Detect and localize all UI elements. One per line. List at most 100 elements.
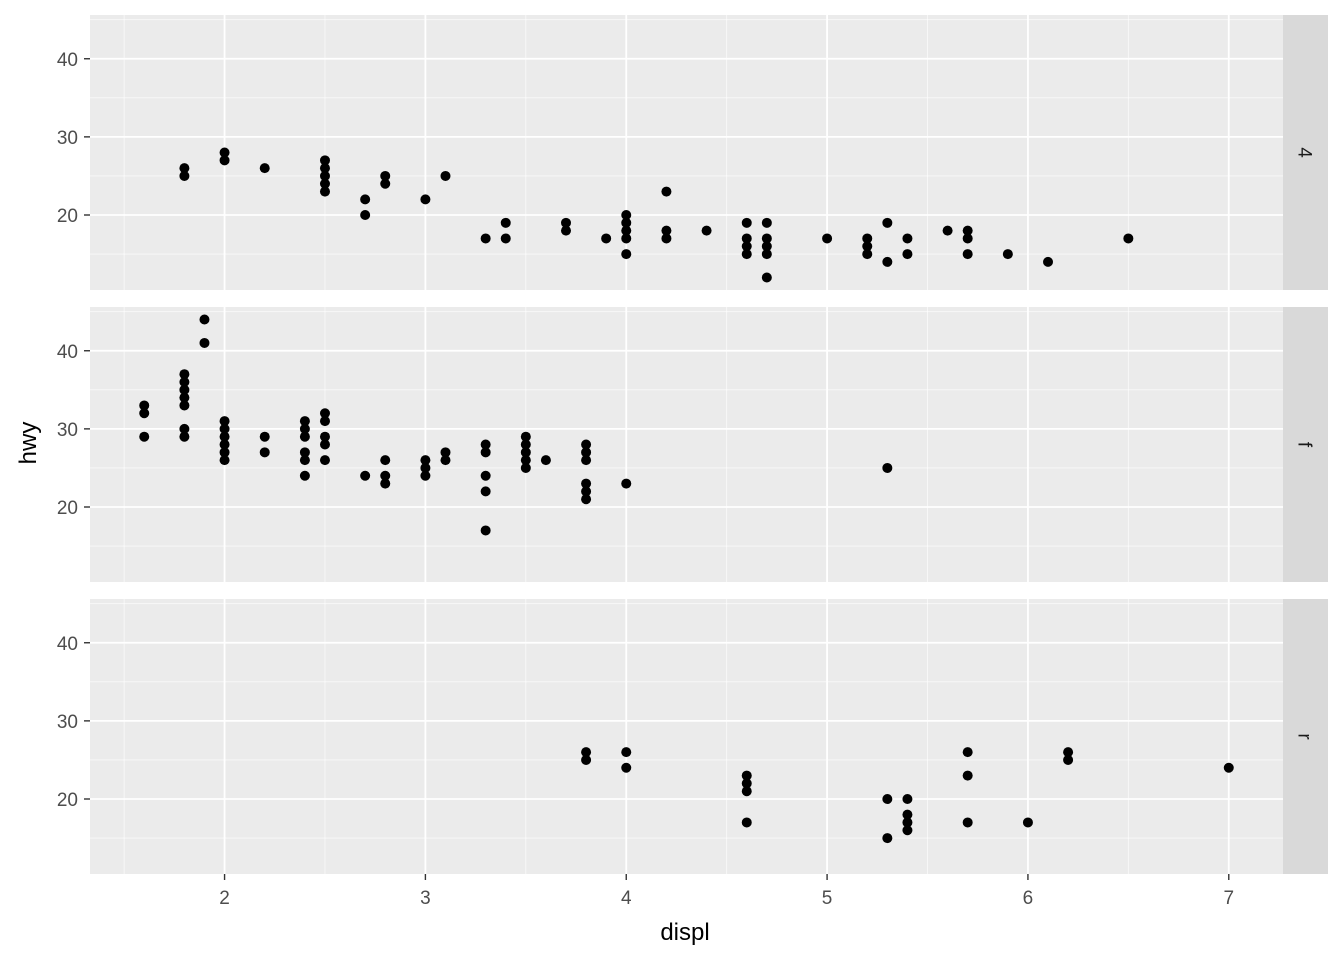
data-point <box>319 186 330 197</box>
panel-background <box>90 599 1283 874</box>
data-point <box>219 431 230 442</box>
x-axis: 2 3 4 5 6 7 <box>219 874 1234 909</box>
data-point <box>199 314 210 325</box>
data-point <box>581 494 592 505</box>
data-point <box>440 170 451 181</box>
data-point <box>902 233 913 244</box>
data-point <box>480 233 491 244</box>
data-point <box>761 217 772 228</box>
y-axis-title: hwy <box>15 422 42 465</box>
data-point <box>480 470 491 481</box>
data-point <box>882 794 893 804</box>
data-point <box>179 163 190 174</box>
data-point <box>179 384 190 395</box>
data-point <box>962 817 973 828</box>
data-point <box>1223 762 1234 773</box>
data-point <box>380 470 391 481</box>
data-point <box>581 447 592 458</box>
data-point <box>380 170 391 181</box>
data-point <box>761 249 772 260</box>
data-point <box>621 747 632 758</box>
data-point <box>520 447 531 458</box>
strip-background <box>1283 599 1328 874</box>
data-point <box>902 809 913 820</box>
data-point <box>440 455 451 466</box>
y-tick-label: 20 <box>57 790 78 811</box>
data-point <box>962 770 973 781</box>
facet-panel-f: 20 30 40 f <box>57 307 1328 582</box>
data-point <box>299 455 310 466</box>
data-point <box>299 416 310 427</box>
data-point <box>219 155 230 166</box>
data-point <box>520 439 531 450</box>
data-point <box>621 249 632 260</box>
data-point <box>942 225 953 236</box>
data-point <box>601 233 612 244</box>
data-point <box>761 272 772 283</box>
data-point <box>902 825 913 836</box>
data-point <box>380 455 391 466</box>
data-point <box>741 786 752 797</box>
data-point <box>761 241 772 252</box>
data-point <box>319 163 330 174</box>
data-point <box>480 486 491 497</box>
y-tick-label: 30 <box>57 420 78 441</box>
data-point <box>761 233 772 244</box>
x-tick-label: 5 <box>822 888 833 909</box>
data-point <box>540 455 551 466</box>
data-point <box>520 431 531 442</box>
data-point <box>500 233 511 244</box>
data-point <box>139 408 150 419</box>
data-point <box>500 217 511 228</box>
data-point <box>440 447 451 458</box>
panel-background <box>90 15 1283 290</box>
data-point <box>420 470 431 481</box>
data-point <box>219 147 230 158</box>
data-point <box>962 225 973 236</box>
data-point <box>560 225 571 236</box>
data-point <box>259 447 270 458</box>
data-point <box>822 233 833 244</box>
data-point <box>741 233 752 244</box>
data-point <box>360 194 371 205</box>
data-point <box>420 455 431 466</box>
y-tick-label: 20 <box>57 206 78 227</box>
strip-background <box>1283 307 1328 582</box>
data-point <box>882 256 893 267</box>
data-point <box>962 249 973 260</box>
data-point <box>741 817 752 828</box>
data-point <box>621 210 632 220</box>
data-point <box>862 249 873 260</box>
data-point <box>380 478 391 489</box>
data-point <box>219 447 230 458</box>
data-point <box>179 369 190 380</box>
data-point <box>661 186 672 197</box>
data-point <box>661 233 672 244</box>
y-tick-label: 20 <box>57 498 78 519</box>
y-tick-label: 30 <box>57 128 78 149</box>
data-point <box>701 225 712 236</box>
data-point <box>581 455 592 466</box>
data-point <box>259 163 270 174</box>
y-tick-label: 40 <box>57 342 78 363</box>
facet-panel-r: 20 30 40 r <box>57 599 1328 874</box>
data-point <box>581 747 592 758</box>
x-tick-label: 4 <box>621 888 632 909</box>
x-axis-title: displ <box>660 919 709 946</box>
data-point <box>581 754 592 765</box>
data-point <box>219 439 230 450</box>
data-point <box>862 241 873 252</box>
data-point <box>480 447 491 458</box>
data-point <box>299 431 310 442</box>
data-point <box>139 431 150 442</box>
data-point <box>621 478 632 489</box>
strip-label-r: r <box>1294 733 1315 740</box>
data-point <box>520 455 531 466</box>
strip-background <box>1283 15 1328 290</box>
data-point <box>199 337 210 348</box>
data-point <box>1043 256 1054 267</box>
data-point <box>741 241 752 252</box>
data-point <box>319 408 330 419</box>
